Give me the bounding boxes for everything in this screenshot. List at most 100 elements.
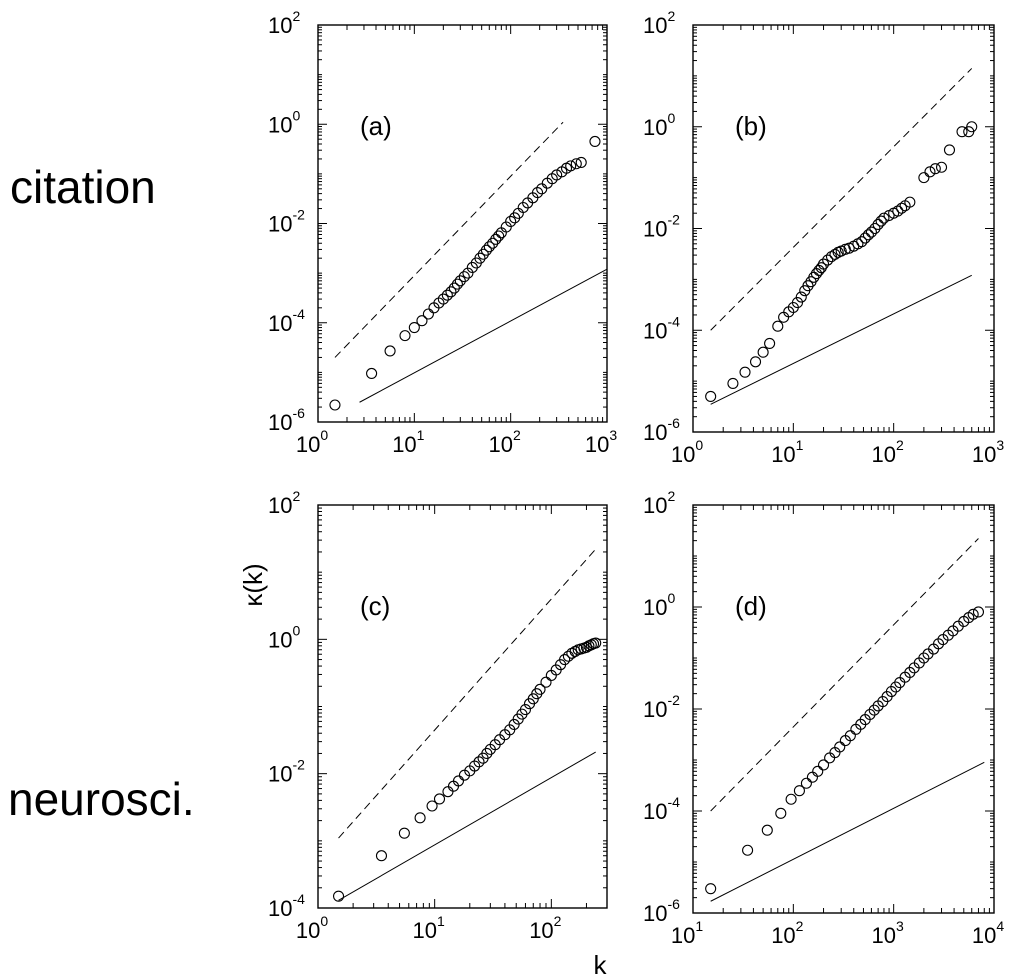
data-point [864, 708, 876, 721]
plot-frame [317, 504, 608, 909]
data-point [935, 161, 948, 173]
panel-d: 101 102 103 104 10-6 10-4 10-2 100 102 (d) [643, 488, 1004, 948]
panel-label: (d) [735, 591, 767, 621]
data-point [505, 215, 517, 227]
data-point [872, 218, 884, 231]
y-axis-title: κ(k) [238, 563, 268, 606]
data-point [834, 741, 846, 753]
x-tick-label: 100 [671, 437, 703, 467]
data-point [705, 883, 717, 895]
data-point [329, 399, 341, 411]
y-tick-label: 10-4 [643, 313, 680, 343]
x-tick-label: 101 [392, 427, 424, 457]
data-point [433, 793, 446, 805]
x-tick-label: 102 [529, 913, 561, 943]
y-tick-label: 102 [643, 8, 675, 38]
data-point [742, 844, 754, 856]
data-point [904, 196, 916, 208]
y-tick-label: 10-4 [643, 794, 680, 824]
data-point [441, 289, 453, 301]
data-point [844, 730, 856, 742]
data-point [483, 241, 495, 253]
x-tick-label: 100 [296, 913, 328, 943]
data-point [875, 215, 887, 227]
data-point [812, 765, 824, 777]
data-point [531, 187, 544, 199]
data-point [384, 345, 396, 357]
data-point [956, 126, 968, 138]
data-point [445, 286, 457, 298]
data-point [480, 244, 492, 256]
y-tick-label: 10-4 [268, 306, 305, 336]
y-tick-label: 10-6 [268, 405, 305, 435]
y-tick-label: 102 [268, 488, 300, 518]
solid-reference-line [710, 274, 972, 405]
data-point [859, 232, 871, 244]
dashed-reference-line [334, 121, 564, 358]
dashed-reference-line [710, 538, 979, 812]
data-point [705, 390, 717, 402]
data-point [414, 812, 426, 824]
data-point [869, 222, 881, 235]
data-point [458, 271, 470, 283]
plot-frame [317, 24, 608, 423]
y-tick-label: 10-2 [643, 692, 680, 722]
row-label-neurosci: neurosci. [8, 773, 195, 825]
plot-frame [692, 24, 995, 433]
data-point [452, 775, 465, 787]
y-tick-label: 100 [268, 622, 300, 652]
data-point [785, 793, 797, 805]
data-point [481, 747, 493, 759]
panel-b: 100 101 102 103 10-6 10-4 10-2 100 102 (b) [643, 8, 1004, 467]
x-tick-label: 100 [296, 427, 328, 457]
data-point [749, 356, 762, 368]
data-point [366, 367, 378, 380]
y-tick-label: 102 [268, 8, 300, 38]
solid-reference-line [359, 268, 608, 403]
data-point [519, 704, 532, 716]
panel-label: (c) [360, 591, 390, 621]
data-point [540, 676, 552, 688]
data-point [589, 135, 601, 148]
data-point [565, 160, 577, 172]
data-point [822, 254, 834, 266]
data-point [793, 785, 805, 797]
data-point [570, 158, 582, 170]
data-point [534, 683, 546, 695]
panel-c: 100 101 102 10-4 10-2 100 102 (c) [268, 488, 608, 943]
data-point [398, 827, 410, 839]
y-tick-label: 10-6 [643, 415, 680, 445]
data-point [918, 652, 930, 664]
y-tick-label: 10-6 [643, 896, 680, 926]
x-tick-label: 101 [771, 437, 803, 467]
x-tick-label: 103 [872, 918, 904, 948]
data-point [817, 759, 830, 771]
data-point [929, 163, 941, 175]
data-point [442, 786, 454, 798]
data-point [775, 807, 787, 819]
data-point [448, 282, 460, 294]
data-point [800, 777, 812, 789]
y-tick-label: 10-4 [268, 891, 305, 921]
data-point [924, 166, 936, 178]
data-point [892, 205, 904, 217]
x-axis-title: k [594, 950, 608, 980]
data-point [727, 377, 739, 390]
data-point [757, 346, 769, 358]
data-point [868, 704, 880, 716]
data-point [575, 156, 587, 168]
solid-reference-line [710, 761, 985, 902]
data-point [972, 606, 985, 618]
data-point [500, 221, 512, 233]
data-point [590, 637, 602, 649]
y-tick-label: 100 [643, 590, 675, 620]
solid-reference-line [338, 751, 596, 901]
x-tick-label: 104 [972, 918, 1004, 948]
data-point [399, 330, 411, 342]
data-point [764, 337, 776, 350]
data-point [451, 278, 463, 290]
x-tick-label: 103 [585, 427, 617, 457]
data-point [487, 237, 499, 249]
data-point [791, 297, 804, 309]
data-point [490, 233, 502, 245]
